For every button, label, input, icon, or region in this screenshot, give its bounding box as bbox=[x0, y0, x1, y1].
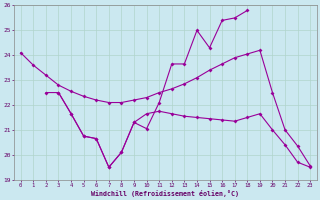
X-axis label: Windchill (Refroidissement éolien,°C): Windchill (Refroidissement éolien,°C) bbox=[92, 190, 239, 197]
